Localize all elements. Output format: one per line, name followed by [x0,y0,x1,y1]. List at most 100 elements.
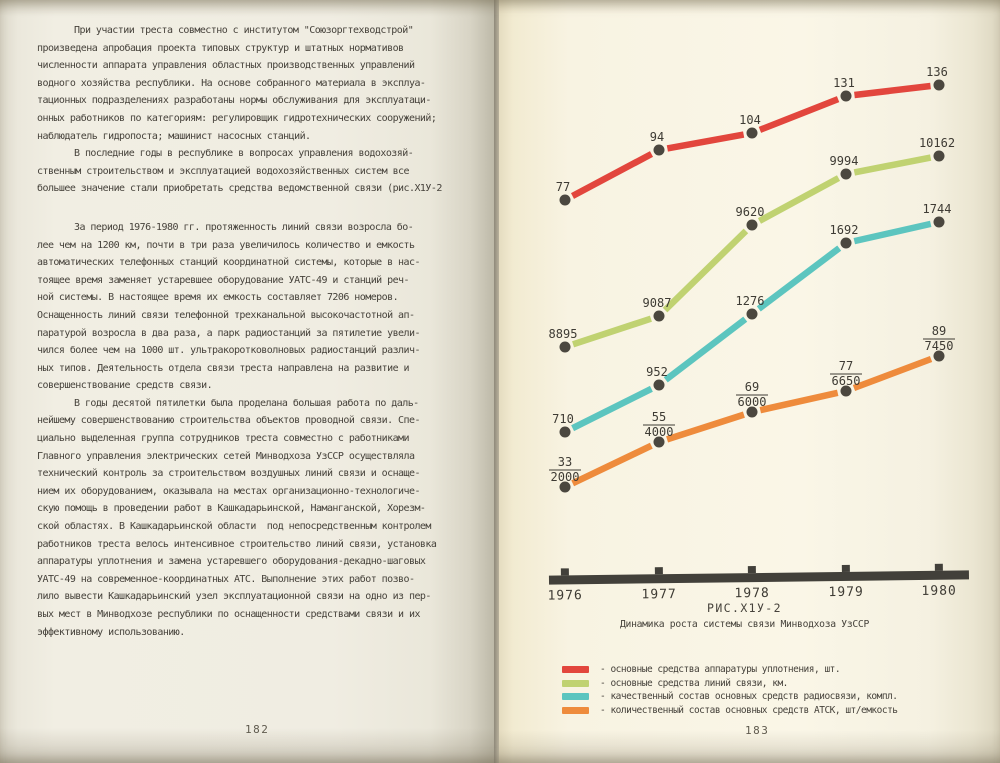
series-segment [570,151,654,199]
text-line: эффективному использованию. [37,626,185,638]
text-line: автоматических телефонных станций коорди… [37,257,420,269]
series-segment [854,82,931,99]
page-gutter [494,0,499,763]
data-point [559,194,571,206]
data-point [746,406,758,418]
paragraph: В последние годы в республике в вопросах… [37,145,485,198]
series-segment [756,245,842,312]
series-segment [662,228,749,313]
fraction-numerator: 33 [558,455,572,469]
fraction-numerator: 77 [839,359,853,373]
text-line: За период 1976-1980 гг. протяженность ли… [74,221,414,233]
data-point [933,79,945,91]
series-segment [666,131,745,152]
legend-swatch [562,666,589,673]
text-line: паратурой возросла в два раза, а парк ра… [37,327,420,339]
text-line: водного хозяйства республики. На основе … [37,77,426,89]
fraction-denominator: 6650 [832,374,861,388]
axis-tick [934,563,943,571]
data-point [840,237,852,249]
left-page: При участии треста совместно с институто… [0,0,494,763]
legend-swatch [562,693,589,701]
text-line: В годы десятой пятилетки была проделана … [74,397,419,409]
value-label: 9087 [643,296,672,310]
legend-row: - основные средства линий связи, км. [562,677,898,691]
axis-year-label: 1978 [734,586,769,600]
value-label: 10162 [919,136,955,150]
value-label: 131 [833,76,855,90]
value-label: 136 [926,65,948,79]
data-point [933,350,945,362]
legend-label: - количественный состав основных средств… [600,705,898,717]
legend-row: - основные средства аппаратуры уплотнени… [562,663,898,677]
data-point [840,168,852,180]
text-line: скую помощь в проведении работ в Кашкада… [37,503,426,515]
page-number-left: 182 [245,723,270,736]
value-label: 1276 [736,294,765,308]
value-label: 1692 [830,223,859,237]
figure-caption-title: РИС.Х1У-2 [707,601,782,615]
right-page: 77 94 104 131 136 8895 9087 9620 9994 10162 710 952… [499,0,1000,763]
text-line: вых мест в Минводхозе республики по осна… [37,609,420,620]
value-label: 9994 [830,154,859,168]
text-line: наблюдатель гидропоста; машинист насосны… [37,130,311,142]
data-point [746,308,758,320]
legend-row: - качественный состав основных средств р… [562,690,898,704]
legend-swatch [562,679,589,687]
series-segment [853,220,932,245]
figure-caption-subtitle: Динамика роста системы связи Минводхоза … [620,619,869,630]
text-line: лее чем на 1200 км, почти в три раза уве… [37,239,415,251]
paragraph: При участии треста совместно с институто… [37,22,485,145]
text-line: технический контроль за строительством в… [37,468,420,480]
text-line: чился более чем на 1000 шт. ультракоротк… [37,345,420,357]
text-line: онных работников по категориям: регулиро… [37,112,437,124]
data-point [933,216,945,228]
text-line: совершенствование средств связи. [37,380,213,392]
data-point [840,385,852,397]
value-label: 952 [646,365,668,379]
value-label: 77 [556,180,570,194]
paragraph: В годы десятой пятилетки была проделана … [37,395,485,641]
fraction-denominator: 4000 [645,425,674,439]
legend-swatch [562,707,589,715]
fraction-numerator: 89 [932,324,946,338]
text-line: лило вывести Кашкадарьинский узел эксплу… [37,591,431,603]
data-point [933,150,945,162]
series-segment [853,154,932,176]
series-segment [571,385,653,432]
paragraph: За период 1976-1980 гг. протяженность ли… [37,219,485,395]
text-line: произведена апробация проекта типовых ст… [37,42,404,54]
data-point [653,379,665,391]
figure-caption: РИС.Х1У-2 Динамика роста системы связи М… [517,601,972,630]
fraction-denominator: 2000 [551,470,580,484]
chart-legend: - основные средства аппаратуры уплотнени… [562,663,898,718]
value-label: 1744 [923,202,952,216]
axis-bar [548,570,970,585]
data-point [746,219,758,231]
data-point [746,127,758,139]
data-point [559,481,571,493]
axis-tick [747,566,756,574]
fraction-numerator: 69 [745,380,759,394]
text-line: работников треста велось интенсивное стр… [37,538,437,550]
axis-year-label: 1977 [641,587,676,600]
fraction-denominator: 7450 [925,339,954,353]
value-label: 94 [650,130,664,144]
fraction-denominator: 6000 [738,395,767,409]
text-line: численности аппарата управления областны… [37,60,415,72]
body-text: При участии треста совместно с институто… [37,22,485,641]
text-line: тационных подразделениях разработаны нор… [37,95,431,107]
text-line: циально выделенная группа сотрудников тр… [37,433,410,445]
legend-label: - качественный состав основных средств р… [600,691,898,703]
series-segment [663,316,748,383]
text-line: Главного управления электрических сетей … [37,450,415,462]
data-point [559,426,571,438]
value-label: 710 [552,412,574,426]
text-line: аппаратуры уплотнения и замена устаревше… [37,556,426,568]
axis-tick [654,567,663,575]
series-segment [852,355,933,392]
series-segment [572,315,652,348]
series-segment [666,411,745,443]
data-point [840,90,852,102]
